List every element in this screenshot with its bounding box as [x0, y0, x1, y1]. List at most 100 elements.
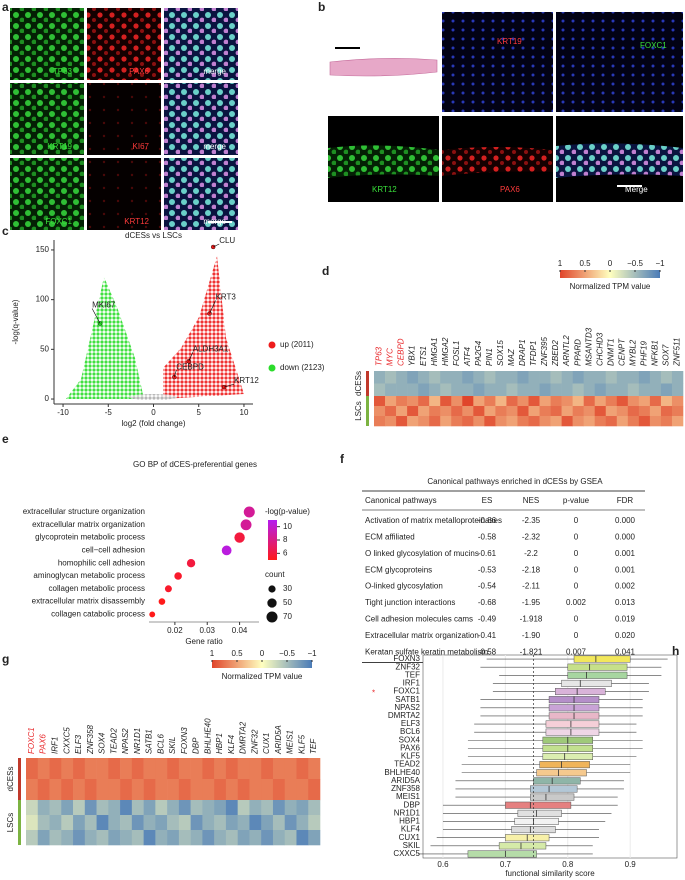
heat-cell [214, 758, 227, 780]
colorbar-tick-label: −1 [655, 259, 665, 268]
heat-cell [462, 396, 474, 407]
group-label: LSCs [6, 813, 15, 833]
heat-cell [225, 815, 238, 831]
heat-cell [605, 406, 618, 417]
x-tick-label: 0.04 [232, 626, 248, 635]
heat-cell [308, 758, 321, 780]
heat-cell [484, 396, 496, 407]
heat-cell [572, 396, 584, 407]
gene-label: NPAS2 [121, 728, 130, 754]
table-title: Canonical pathways enriched in dCESs by … [427, 477, 603, 486]
marker: * [372, 689, 375, 698]
table-cell: -1.918 [520, 615, 543, 624]
heat-cell [73, 800, 86, 816]
heat-cell [407, 406, 419, 417]
image-label: merge [203, 142, 226, 151]
heat-cell [528, 406, 540, 417]
heat-cell [429, 406, 441, 417]
legend-tick-label: 70 [283, 612, 292, 621]
term-label: extracellular structure organization [23, 507, 145, 516]
heat-cell [178, 758, 191, 780]
box [545, 728, 600, 736]
table-cell: -1.821 [520, 647, 543, 656]
box [536, 769, 587, 777]
heat-cell [272, 779, 286, 801]
heat-cell [96, 800, 109, 816]
heat-cell [214, 815, 227, 831]
heat-cell [61, 830, 74, 846]
gene-label: SOX4 [399, 735, 421, 744]
x-axis-label: log2 (fold change) [121, 419, 185, 428]
y-tick-label: 0 [45, 394, 50, 403]
table-cell: 0.007 [566, 647, 587, 656]
heat-cell [418, 371, 430, 384]
box [514, 817, 559, 825]
table-cell: O linked glycosylation of mucins [365, 549, 479, 558]
heat-cell [84, 779, 97, 801]
heat-cell [143, 800, 156, 816]
heat-cell [225, 779, 238, 801]
gene-label: DBP [404, 800, 420, 809]
heat-cell [528, 371, 540, 384]
dot [221, 545, 232, 556]
gene-label: CEBPD [397, 338, 406, 366]
heat-cell [528, 396, 540, 407]
gene-label: HBP1 [399, 817, 420, 826]
heat-cell [308, 815, 321, 831]
table-cell: Activation of matrix metalloproteinases [365, 516, 502, 525]
box [573, 655, 631, 663]
heat-cell [407, 416, 419, 427]
size-key [268, 585, 276, 593]
heat-cell [108, 815, 121, 831]
colorbar-title: Normalized TPM value [222, 672, 303, 681]
heat-cell [671, 396, 684, 407]
panel-label: f [340, 452, 345, 466]
heat-cell [272, 815, 286, 831]
heat-cell [418, 406, 430, 417]
heat-cell [671, 416, 684, 427]
group-bar [366, 396, 369, 426]
dot [164, 585, 172, 593]
box [555, 688, 606, 696]
heat-cell [284, 779, 297, 801]
ns-cloud [129, 394, 177, 400]
gene-label: ARID5A [391, 776, 421, 785]
legend-title: count [265, 570, 285, 579]
gene-label: DMRTA2 [239, 721, 248, 754]
heat-cell [407, 371, 419, 384]
legend-tick-label: 10 [283, 522, 292, 531]
heat-cell [143, 758, 156, 780]
heat-cell [473, 416, 485, 427]
box [467, 850, 537, 858]
gene-label: MEIS1 [396, 792, 421, 801]
legend-tick-label: 6 [283, 548, 288, 557]
table-header: p-value [563, 496, 590, 505]
gene-label: TEAD2 [109, 728, 118, 754]
colorbar-tick-label: 1 [210, 649, 215, 658]
gene-label: MEIS1 [286, 730, 295, 754]
heat-cell [539, 396, 551, 407]
heat-cell [594, 396, 607, 407]
colorbar-tick-label: 1 [558, 259, 563, 268]
y-tick-label: 100 [36, 295, 50, 304]
heat-cell [506, 383, 518, 397]
table-header: FDR [617, 496, 634, 505]
table-header: NES [523, 496, 539, 505]
heat-cell [155, 830, 168, 846]
box [561, 679, 612, 687]
gene-label: KLF4 [401, 825, 421, 834]
image-label: KI67 [133, 142, 150, 151]
table-cell: -2.11 [522, 582, 540, 591]
table-cell: 0.002 [566, 598, 587, 607]
table-cell: -0.86 [478, 516, 497, 525]
image [10, 83, 84, 155]
y-tick-label: 50 [40, 344, 49, 353]
heat-cell [308, 830, 321, 846]
image [556, 12, 683, 112]
heat-cell [214, 800, 227, 816]
y-axis-label: -log(q-value) [11, 299, 20, 344]
heat-cell [296, 815, 309, 831]
heat-cell [429, 383, 441, 397]
gene-label: DMRTA2 [388, 711, 421, 720]
heat-cell [96, 779, 109, 801]
